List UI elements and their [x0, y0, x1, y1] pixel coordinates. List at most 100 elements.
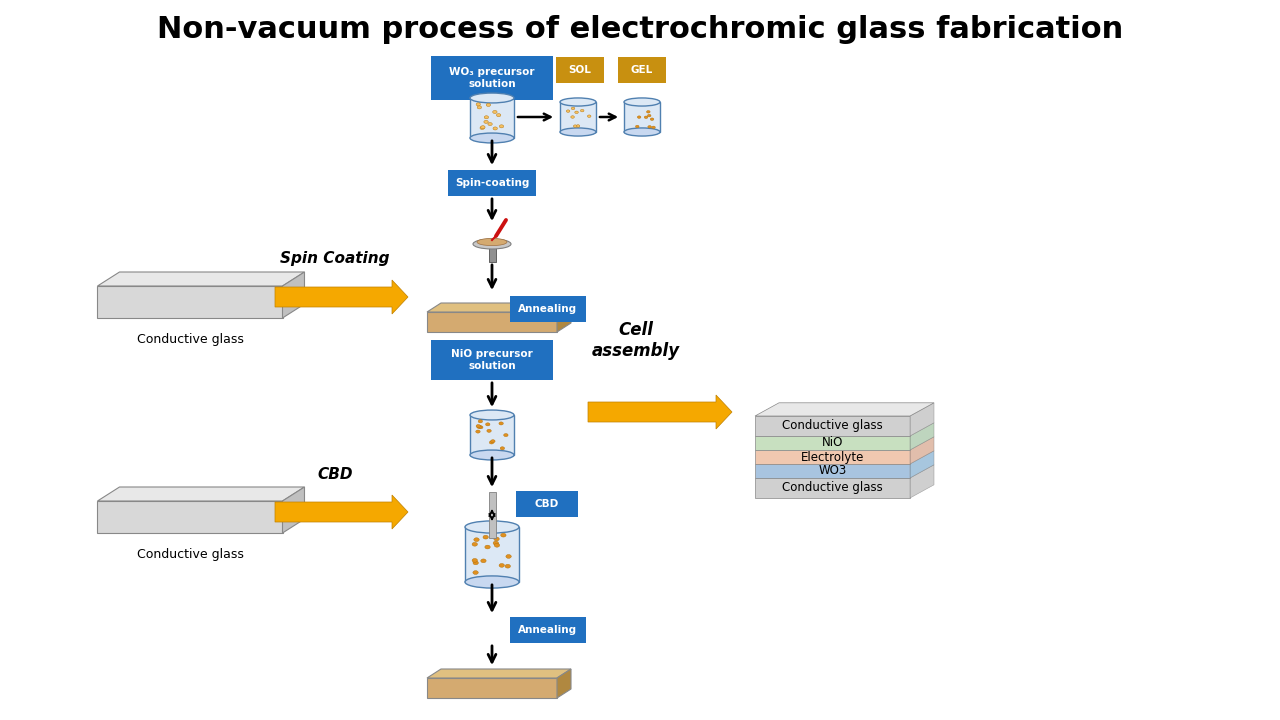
- Ellipse shape: [497, 114, 500, 117]
- Polygon shape: [97, 501, 283, 533]
- Ellipse shape: [474, 561, 479, 564]
- Text: Spin Coating: Spin Coating: [280, 251, 389, 266]
- Ellipse shape: [500, 534, 506, 537]
- Polygon shape: [755, 450, 910, 464]
- Ellipse shape: [506, 554, 511, 558]
- Ellipse shape: [474, 538, 479, 541]
- Text: Conductive glass: Conductive glass: [782, 420, 883, 433]
- Text: CBD: CBD: [535, 499, 559, 509]
- Ellipse shape: [625, 128, 660, 136]
- Ellipse shape: [625, 98, 660, 106]
- Ellipse shape: [561, 128, 596, 136]
- Polygon shape: [910, 437, 934, 464]
- Polygon shape: [910, 465, 934, 498]
- Ellipse shape: [500, 447, 504, 450]
- Text: GEL: GEL: [631, 65, 653, 75]
- Ellipse shape: [486, 429, 492, 433]
- Ellipse shape: [650, 118, 654, 120]
- Polygon shape: [97, 286, 283, 318]
- Ellipse shape: [573, 125, 577, 127]
- FancyBboxPatch shape: [556, 57, 604, 83]
- Polygon shape: [428, 678, 557, 698]
- FancyBboxPatch shape: [431, 340, 553, 380]
- Polygon shape: [755, 436, 910, 450]
- Ellipse shape: [648, 125, 652, 128]
- Ellipse shape: [470, 133, 515, 143]
- FancyBboxPatch shape: [431, 56, 553, 100]
- Ellipse shape: [484, 116, 489, 119]
- Ellipse shape: [472, 559, 477, 562]
- Text: SOL: SOL: [568, 65, 591, 75]
- Polygon shape: [755, 416, 910, 436]
- Ellipse shape: [476, 103, 480, 106]
- FancyArrow shape: [275, 280, 408, 314]
- Text: Conductive glass: Conductive glass: [782, 482, 883, 495]
- Text: Conductive glass: Conductive glass: [137, 548, 243, 561]
- Ellipse shape: [489, 441, 494, 444]
- Polygon shape: [428, 312, 557, 332]
- Polygon shape: [910, 451, 934, 478]
- Text: CBD: CBD: [317, 467, 353, 482]
- Ellipse shape: [472, 571, 479, 575]
- Ellipse shape: [486, 104, 490, 107]
- Ellipse shape: [493, 127, 498, 130]
- Text: NiO precursor
solution: NiO precursor solution: [451, 349, 532, 371]
- Ellipse shape: [571, 107, 575, 109]
- Ellipse shape: [465, 521, 518, 533]
- Ellipse shape: [479, 420, 483, 423]
- Polygon shape: [489, 244, 495, 262]
- Ellipse shape: [476, 425, 480, 428]
- Ellipse shape: [580, 109, 584, 112]
- Ellipse shape: [494, 537, 499, 541]
- Text: WO3: WO3: [818, 464, 846, 477]
- Ellipse shape: [488, 122, 493, 125]
- Ellipse shape: [470, 450, 515, 460]
- Ellipse shape: [575, 111, 579, 114]
- FancyBboxPatch shape: [448, 170, 536, 196]
- Text: Spin-coating: Spin-coating: [454, 178, 529, 188]
- Ellipse shape: [476, 430, 480, 433]
- Polygon shape: [557, 669, 571, 698]
- Ellipse shape: [485, 545, 490, 549]
- Polygon shape: [755, 478, 910, 498]
- Ellipse shape: [494, 544, 499, 547]
- Text: WO₃ precursor
solution: WO₃ precursor solution: [449, 67, 535, 89]
- Ellipse shape: [499, 125, 504, 128]
- FancyArrow shape: [588, 395, 732, 429]
- Text: Annealing: Annealing: [518, 304, 577, 314]
- FancyBboxPatch shape: [465, 527, 518, 582]
- Ellipse shape: [637, 116, 641, 118]
- Ellipse shape: [571, 116, 575, 118]
- Polygon shape: [910, 402, 934, 436]
- Ellipse shape: [470, 410, 515, 420]
- Ellipse shape: [576, 125, 580, 127]
- Ellipse shape: [493, 110, 497, 114]
- Ellipse shape: [646, 111, 650, 113]
- Ellipse shape: [504, 433, 508, 436]
- Polygon shape: [428, 669, 571, 678]
- Ellipse shape: [479, 426, 483, 429]
- Ellipse shape: [635, 125, 639, 127]
- Ellipse shape: [506, 564, 511, 568]
- FancyBboxPatch shape: [625, 102, 660, 132]
- Ellipse shape: [493, 541, 498, 545]
- Ellipse shape: [472, 542, 477, 546]
- Ellipse shape: [481, 559, 486, 563]
- Ellipse shape: [477, 426, 481, 428]
- Ellipse shape: [480, 127, 484, 130]
- FancyBboxPatch shape: [516, 491, 579, 517]
- Ellipse shape: [477, 238, 507, 246]
- Ellipse shape: [566, 110, 570, 112]
- Ellipse shape: [652, 126, 655, 129]
- Ellipse shape: [485, 423, 490, 426]
- Polygon shape: [97, 487, 305, 501]
- FancyBboxPatch shape: [618, 57, 666, 83]
- Ellipse shape: [481, 126, 485, 129]
- FancyBboxPatch shape: [470, 98, 515, 138]
- Ellipse shape: [465, 576, 518, 588]
- Ellipse shape: [483, 535, 489, 539]
- FancyBboxPatch shape: [489, 492, 495, 538]
- Ellipse shape: [561, 98, 596, 106]
- Polygon shape: [755, 464, 910, 478]
- Polygon shape: [557, 303, 571, 332]
